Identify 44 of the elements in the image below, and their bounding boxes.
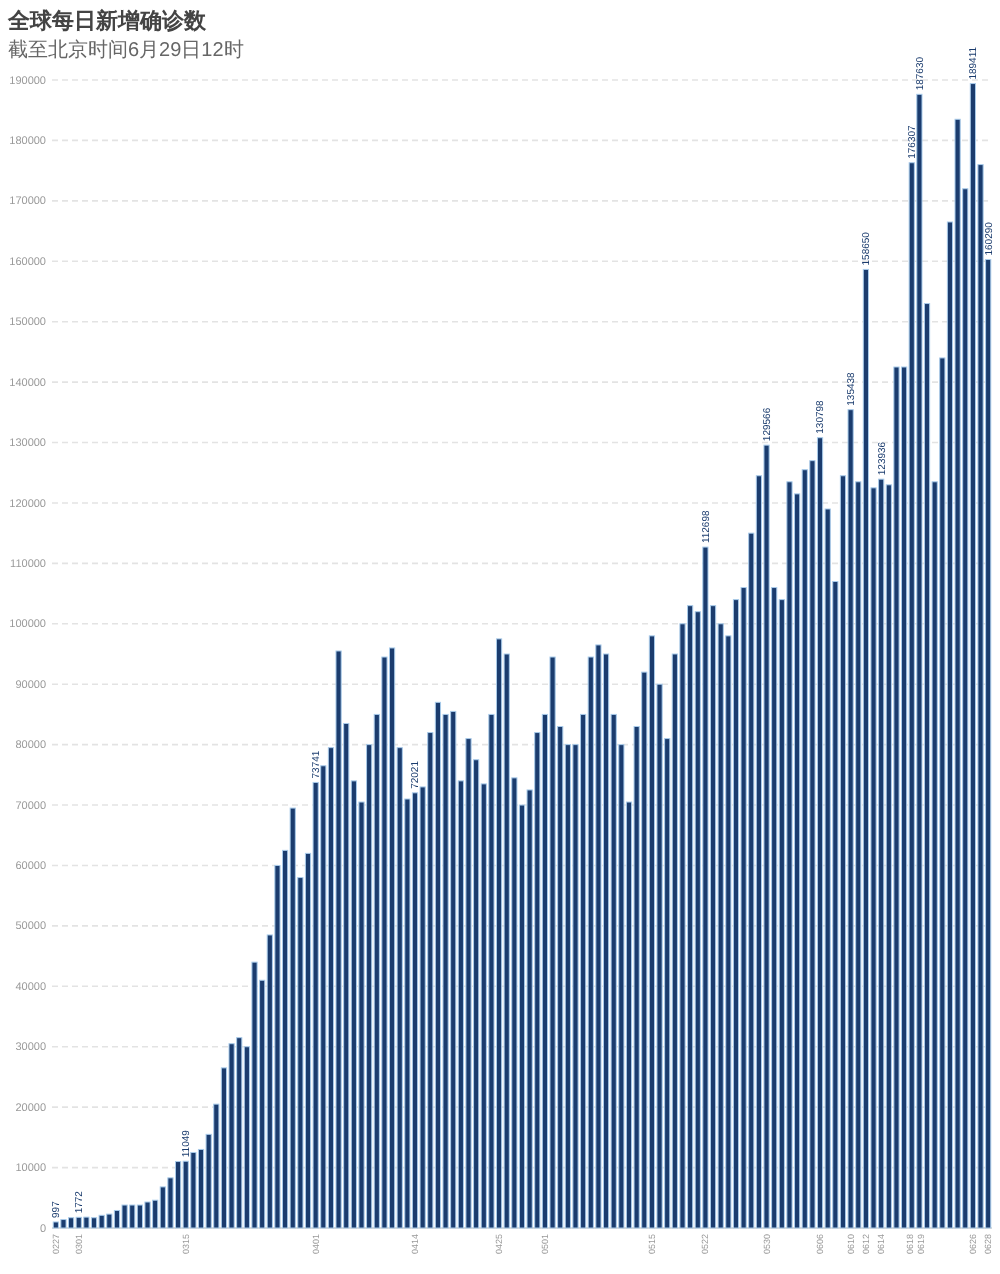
bar: [106, 1213, 113, 1229]
bar: [549, 656, 556, 1229]
bar: [595, 644, 602, 1229]
bar: [465, 738, 472, 1229]
bar: [144, 1201, 151, 1229]
bar: [60, 1219, 67, 1229]
chart-subtitle: 截至北京时间6月29日12时: [8, 38, 244, 62]
bar: [175, 1161, 182, 1229]
bar: [52, 1221, 59, 1229]
bar: [136, 1204, 143, 1229]
bar: [954, 118, 961, 1229]
bar: [190, 1151, 197, 1229]
bar: [121, 1204, 128, 1229]
bar: [98, 1214, 105, 1229]
bar: [113, 1209, 121, 1229]
bar: [83, 1216, 90, 1229]
bar: [236, 1037, 243, 1229]
bar: [68, 1217, 75, 1229]
bar: [862, 268, 869, 1229]
bar: [289, 807, 296, 1229]
bar: [434, 701, 442, 1229]
bar: [763, 444, 770, 1229]
bar: [90, 1217, 98, 1229]
bar: [388, 647, 396, 1229]
bar: [786, 481, 793, 1229]
bar: [129, 1204, 136, 1229]
bar: [878, 478, 885, 1229]
bar: [251, 961, 258, 1229]
bar: [847, 409, 854, 1229]
bar: [75, 1216, 82, 1229]
bar: [687, 605, 694, 1229]
bar: [969, 83, 976, 1229]
bar: [495, 638, 503, 1229]
bar: [702, 546, 709, 1229]
chart-title: 全球每日新增确诊数: [6, 8, 208, 34]
bar: [916, 93, 923, 1229]
bar: [648, 635, 656, 1229]
bar: [335, 650, 342, 1229]
bar: [182, 1160, 189, 1229]
bar: [893, 366, 900, 1229]
bar: [816, 437, 824, 1229]
bar: [450, 710, 457, 1229]
bar: [228, 1043, 235, 1229]
bar: [411, 792, 419, 1229]
